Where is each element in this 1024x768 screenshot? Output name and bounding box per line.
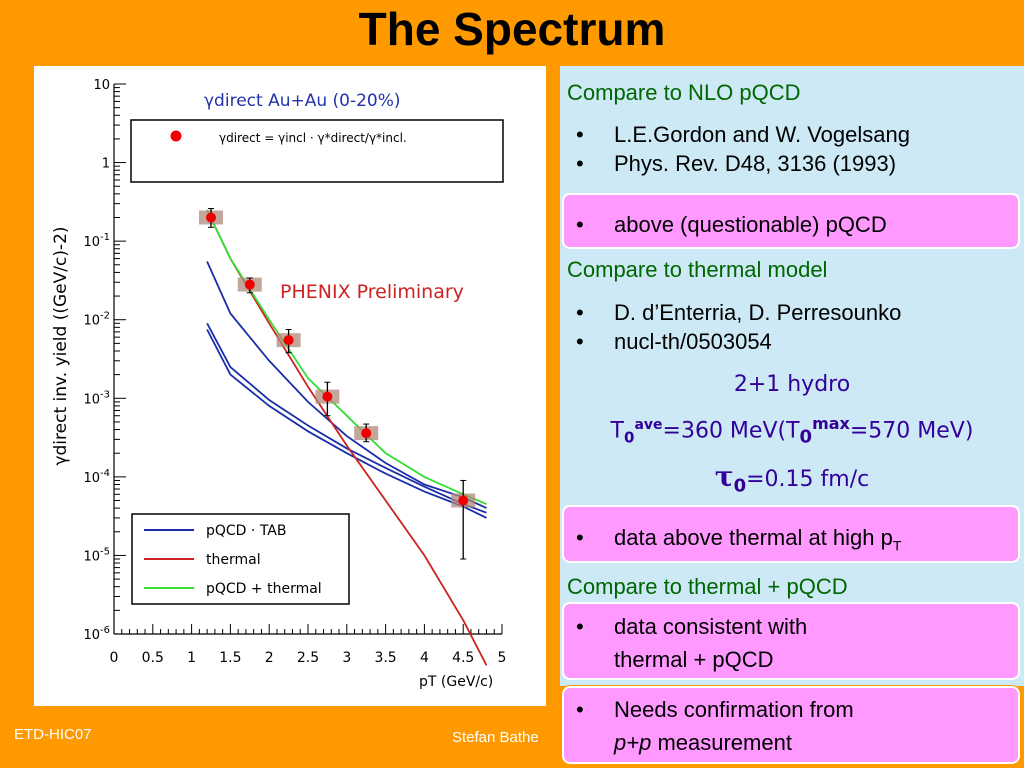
list-item: • nucl-th/0503054 — [576, 329, 772, 354]
list-item: • D. d’Enterria, D. Perresounko — [576, 300, 902, 325]
reference-list-1: • L.E.Gordon and W. Vogelsang • Phys. Rev.… — [576, 120, 910, 178]
list-item: • L.E.Gordon and W. Vogelsang — [576, 122, 910, 147]
y-tick-label: 10-1 — [83, 232, 110, 250]
spectrum-chart: 0 0.5 1 1.5 2 2.5 3 3.5 4 4.5 5 10 1 10-1 10-2 10-3 10-4… — [51, 78, 507, 690]
footer-conference: ETD-HIC07 — [14, 726, 92, 743]
page-title: The Spectrum — [358, 3, 666, 55]
x-tick-label: 0 — [110, 650, 119, 666]
y-tick-label: 10-5 — [83, 546, 110, 564]
y-tick-label: 10 — [93, 78, 110, 93]
reference-list-2: • D. d’Enterria, D. Perresounko • nucl-th/… — [576, 298, 901, 356]
data-point — [206, 212, 216, 223]
x-tick-label: 4.5 — [452, 650, 474, 666]
x-tick-label: 2 — [265, 650, 274, 666]
y-tick-label: 1 — [102, 157, 110, 172]
data-point — [458, 495, 469, 506]
y-tick-label: 10-2 — [83, 311, 110, 329]
series-line — [206, 261, 487, 509]
formula-marker — [170, 130, 182, 142]
data-point — [361, 428, 372, 439]
hydro-temperature-line: T0ave=360 MeV(T0max=570 MeV) — [610, 414, 974, 448]
x-tick-label: 5 — [498, 650, 507, 666]
callout-needs-confirmation: • Needs confirmation from p+p measurement — [561, 685, 1021, 765]
x-tick-label: 3 — [342, 650, 351, 666]
right-panel — [560, 66, 1024, 686]
heading-thermal-pqcd: Compare to thermal + pQCD — [567, 574, 848, 599]
series-line — [206, 209, 487, 505]
list-item: • Phys. Rev. D48, 3136 (1993) — [576, 151, 897, 176]
data-point — [322, 391, 333, 402]
legend-entry: thermal — [206, 552, 261, 568]
y-axis-label: γdirect inv. yield ((GeV/c)-2) — [51, 226, 71, 465]
x-tick-label: 1.5 — [219, 650, 241, 666]
x-tick-label: 0.5 — [142, 650, 164, 666]
phenix-preliminary-label: PHENIX Preliminary — [280, 281, 464, 303]
x-tick-label: 4 — [420, 650, 429, 666]
data-point — [244, 279, 255, 290]
y-tick-label: 10-3 — [83, 389, 110, 407]
formula-text: γdirect = γincl · γ*direct/γ*incl. — [219, 131, 407, 145]
hydro-tau-line: τ0=0.15 fm/c — [714, 460, 870, 497]
series-line — [206, 322, 487, 514]
series-line — [206, 329, 487, 519]
x-tick-label: 3.5 — [374, 650, 396, 666]
hydro-model-label: 2+1 hydro — [733, 372, 851, 397]
x-axis-label: pT (GeV/c) — [419, 674, 493, 690]
x-tick-label: 1 — [187, 650, 196, 666]
chart-title: γdirect Au+Au (0-20%) — [204, 91, 401, 111]
y-tick-label: 10-6 — [83, 625, 110, 643]
formula-box — [130, 119, 504, 183]
x-tick-label: 2.5 — [297, 650, 319, 666]
y-tick-label: 10-4 — [83, 468, 110, 486]
plot-panel: 0 0.5 1 1.5 2 2.5 3 3.5 4 4.5 5 10 1 10-1 10-2 10-3 10-4… — [34, 66, 546, 706]
callout-above-thermal: • data above thermal at high pT — [562, 505, 1020, 563]
legend-entry: pQCD + thermal — [206, 581, 322, 597]
footer-author: Stefan Bathe — [452, 729, 539, 746]
data-point — [283, 335, 294, 346]
callout-consistent: • data consistent with thermal + pQCD — [562, 602, 1020, 680]
callout-above-pqcd: • above (questionable) pQCD — [562, 193, 1020, 249]
heading-thermal-model: Compare to thermal model — [567, 257, 828, 282]
legend-entry: pQCD · TAB — [206, 523, 286, 539]
heading-nlo-pqcd: Compare to NLO pQCD — [567, 80, 801, 105]
